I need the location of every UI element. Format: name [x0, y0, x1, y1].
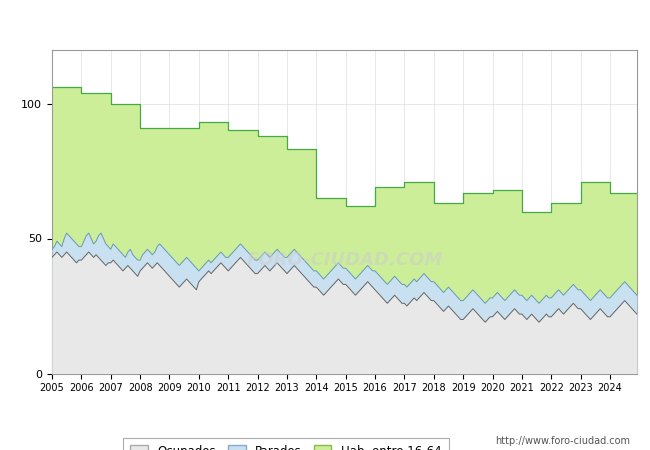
Text: FORO-CIUDAD.COM: FORO-CIUDAD.COM — [246, 251, 443, 269]
Text: Amavida - Evolucion de la poblacion en edad de Trabajar Noviembre de 2024: Amavida - Evolucion de la poblacion en e… — [78, 14, 572, 27]
Legend: Ocupados, Parados, Hab. entre 16-64: Ocupados, Parados, Hab. entre 16-64 — [124, 437, 448, 450]
Text: http://www.foro-ciudad.com: http://www.foro-ciudad.com — [495, 436, 630, 446]
